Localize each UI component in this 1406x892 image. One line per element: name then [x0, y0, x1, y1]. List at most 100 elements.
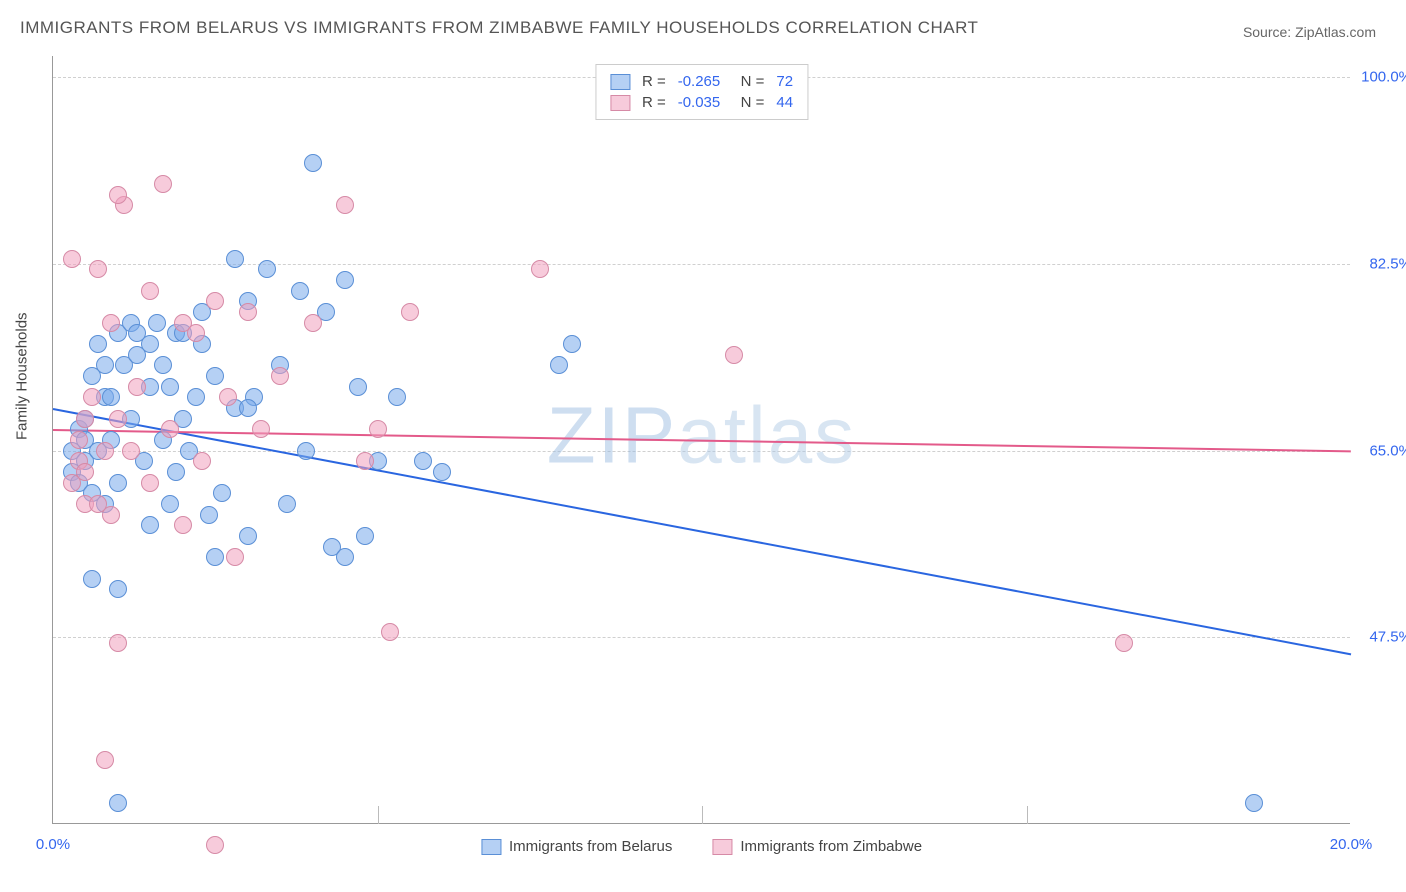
scatter-point — [102, 388, 120, 406]
gridline-horizontal — [53, 451, 1350, 452]
legend-swatch — [610, 95, 630, 111]
scatter-point — [141, 516, 159, 534]
scatter-point — [336, 196, 354, 214]
scatter-point — [271, 367, 289, 385]
x-tick-label: 0.0% — [36, 836, 70, 853]
legend-series-item: Immigrants from Belarus — [481, 838, 672, 855]
scatter-point — [433, 463, 451, 481]
scatter-point — [349, 378, 367, 396]
scatter-point — [167, 463, 185, 481]
scatter-point — [258, 260, 276, 278]
scatter-point — [109, 634, 127, 652]
scatter-point — [187, 324, 205, 342]
legend-series-label: Immigrants from Belarus — [509, 838, 672, 855]
gridline-horizontal — [53, 264, 1350, 265]
scatter-point — [96, 751, 114, 769]
scatter-point — [96, 442, 114, 460]
scatter-point — [109, 410, 127, 428]
scatter-point — [200, 506, 218, 524]
legend-n-label: N = — [732, 94, 764, 111]
legend-r-value: -0.265 — [678, 73, 721, 90]
y-tick-label: 82.5% — [1357, 256, 1406, 273]
scatter-point — [122, 442, 140, 460]
scatter-point — [1115, 634, 1133, 652]
legend-series: Immigrants from Belarus Immigrants from Z… — [481, 838, 922, 855]
scatter-point — [161, 420, 179, 438]
scatter-point — [725, 346, 743, 364]
scatter-point — [128, 378, 146, 396]
x-tick-label: 20.0% — [1330, 836, 1373, 853]
scatter-point — [63, 250, 81, 268]
scatter-point — [206, 836, 224, 854]
scatter-point — [89, 335, 107, 353]
scatter-point — [109, 186, 127, 204]
legend-series-item: Immigrants from Zimbabwe — [712, 838, 922, 855]
scatter-point — [304, 154, 322, 172]
legend-correlation-box: R = -0.265 N = 72R = -0.035 N = 44 — [595, 64, 808, 120]
legend-r-value: -0.035 — [678, 94, 721, 111]
legend-swatch — [610, 74, 630, 90]
scatter-point — [531, 260, 549, 278]
legend-swatch — [712, 839, 732, 855]
gridline-horizontal — [53, 637, 1350, 638]
scatter-point — [148, 314, 166, 332]
scatter-point — [1245, 794, 1263, 812]
scatter-point — [154, 356, 172, 374]
legend-n-value: 72 — [776, 73, 793, 90]
scatter-point — [206, 292, 224, 310]
scatter-point — [381, 623, 399, 641]
y-tick-label: 100.0% — [1357, 69, 1406, 86]
y-axis-label: Family Households — [14, 312, 31, 440]
legend-row: R = -0.265 N = 72 — [610, 71, 793, 92]
scatter-point — [193, 452, 211, 470]
scatter-point — [109, 580, 127, 598]
scatter-point — [278, 495, 296, 513]
scatter-point — [76, 463, 94, 481]
scatter-point — [401, 303, 419, 321]
scatter-point — [414, 452, 432, 470]
scatter-point — [550, 356, 568, 374]
scatter-point — [388, 388, 406, 406]
scatter-point — [206, 367, 224, 385]
scatter-point — [76, 410, 94, 428]
scatter-point — [336, 548, 354, 566]
gridline-vertical — [1027, 806, 1028, 824]
chart-title: IMMIGRANTS FROM BELARUS VS IMMIGRANTS FR… — [20, 18, 978, 38]
scatter-point — [109, 474, 127, 492]
scatter-point — [213, 484, 231, 502]
legend-n-value: 44 — [776, 94, 793, 111]
gridline-vertical — [378, 806, 379, 824]
scatter-point — [109, 794, 127, 812]
scatter-point — [252, 420, 270, 438]
scatter-point — [70, 431, 88, 449]
legend-series-label: Immigrants from Zimbabwe — [740, 838, 922, 855]
scatter-point — [239, 399, 257, 417]
scatter-point — [226, 250, 244, 268]
scatter-point — [336, 271, 354, 289]
legend-swatch — [481, 839, 501, 855]
watermark: ZIPatlas — [547, 389, 856, 481]
scatter-point — [141, 335, 159, 353]
scatter-point — [304, 314, 322, 332]
scatter-point — [226, 548, 244, 566]
scatter-point — [356, 452, 374, 470]
watermark-sub: atlas — [677, 390, 856, 479]
legend-row: R = -0.035 N = 44 — [610, 92, 793, 113]
scatter-point — [102, 314, 120, 332]
scatter-point — [96, 356, 114, 374]
scatter-point — [141, 474, 159, 492]
scatter-point — [174, 516, 192, 534]
legend-r-label: R = — [642, 73, 666, 90]
plot-area: ZIPatlas R = -0.265 N = 72R = -0.035 N =… — [52, 56, 1350, 824]
scatter-point — [297, 442, 315, 460]
watermark-main: ZIP — [547, 390, 677, 479]
scatter-point — [219, 388, 237, 406]
scatter-point — [102, 506, 120, 524]
scatter-point — [291, 282, 309, 300]
scatter-point — [141, 282, 159, 300]
legend-r-label: R = — [642, 94, 666, 111]
scatter-point — [239, 303, 257, 321]
scatter-point — [369, 420, 387, 438]
scatter-point — [83, 388, 101, 406]
scatter-point — [356, 527, 374, 545]
